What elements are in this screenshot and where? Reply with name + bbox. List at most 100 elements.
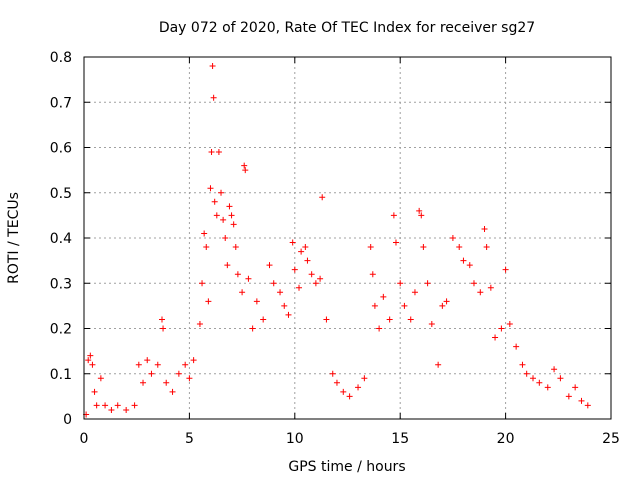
x-tick-label: 10 (286, 431, 304, 447)
data-point (333, 379, 340, 386)
y-axis-label: ROTI / TECUs (6, 192, 22, 284)
y-tick-label: 0.3 (50, 276, 72, 292)
data-point (411, 289, 418, 296)
data-point (418, 212, 425, 219)
data-point (420, 244, 427, 251)
data-point (203, 244, 210, 251)
y-tick-label: 0.7 (50, 95, 72, 111)
data-point (551, 366, 558, 373)
data-point (201, 230, 208, 237)
y-tick-label: 0.5 (50, 186, 72, 202)
y-tick-label: 0 (63, 412, 72, 428)
data-point (97, 375, 104, 382)
data-point (487, 284, 494, 291)
data-point (123, 406, 130, 413)
data-point (291, 266, 298, 273)
data-point (323, 316, 330, 323)
data-point (222, 235, 229, 241)
data-point (456, 244, 463, 251)
data-point (249, 325, 256, 332)
data-point (443, 298, 450, 305)
data-point (220, 216, 227, 223)
data-point (160, 325, 167, 332)
y-tick-label: 0.4 (50, 231, 72, 247)
data-point (218, 189, 225, 196)
data-point (470, 280, 477, 287)
data-point (466, 262, 473, 269)
data-point (460, 257, 467, 264)
data-point (239, 289, 246, 296)
data-point (401, 302, 408, 309)
data-point (572, 384, 579, 391)
data-point (367, 244, 374, 251)
data-point (304, 257, 311, 264)
data-point (182, 361, 189, 368)
data-point (208, 149, 215, 156)
data-point (481, 225, 488, 232)
data-point (312, 280, 319, 287)
data-point (242, 167, 249, 174)
data-point (108, 406, 115, 413)
chart-title: Day 072 of 2020, Rate Of TEC Index for r… (159, 20, 535, 36)
data-point (392, 239, 399, 246)
data-point (196, 320, 203, 327)
data-point (449, 235, 456, 241)
data-point (439, 302, 446, 309)
data-point (513, 343, 520, 350)
data-point (329, 370, 336, 377)
data-point (369, 271, 376, 278)
data-point (207, 185, 214, 192)
data-point (245, 275, 252, 282)
data-point (424, 280, 431, 287)
data-point (544, 384, 551, 391)
data-point (228, 212, 235, 219)
x-tick-label: 0 (80, 431, 89, 447)
plot-frame (83, 56, 612, 420)
data-point (289, 239, 296, 246)
data-point (492, 334, 499, 341)
data-point (93, 402, 100, 409)
data-point (154, 361, 161, 368)
data-point (135, 361, 142, 368)
data-point (209, 63, 216, 70)
data-point (85, 357, 92, 364)
data-point (285, 311, 292, 318)
data-point (578, 397, 585, 404)
data-point (557, 375, 564, 382)
data-point (371, 302, 378, 309)
data-point (428, 320, 435, 327)
data-point (87, 352, 94, 359)
data-point (397, 280, 404, 287)
data-point (241, 162, 248, 169)
data-point (407, 316, 414, 323)
data-point (308, 271, 315, 278)
data-point (565, 393, 572, 400)
data-point (277, 289, 284, 296)
data-point (190, 357, 197, 364)
x-tick-label: 5 (185, 431, 194, 447)
axis-ticks: 0 5 10 15 20 25 0 0.1 0.2 0.3 0.4 0.5 0.6 0.7 0.8 (50, 50, 620, 447)
data-point (215, 149, 222, 156)
data-point (502, 266, 509, 273)
y-tick-label: 0.1 (50, 367, 72, 383)
data-point (140, 379, 147, 386)
data-point (226, 203, 233, 210)
data-point (230, 221, 237, 228)
data-point (355, 384, 362, 391)
data-point (163, 379, 170, 386)
x-tick-label: 20 (497, 431, 515, 447)
x-tick-label: 15 (391, 431, 409, 447)
data-point (114, 402, 121, 409)
data-point (199, 280, 206, 287)
y-tick-label: 0.2 (50, 322, 72, 338)
data-point (281, 302, 288, 309)
data-point (416, 207, 423, 214)
grid-lines (84, 57, 611, 419)
data-point (319, 194, 326, 201)
data-point (390, 212, 397, 219)
data-point (234, 271, 241, 278)
data-point (210, 94, 217, 101)
data-point (148, 370, 155, 377)
data-point (506, 320, 513, 327)
data-point (224, 262, 231, 269)
